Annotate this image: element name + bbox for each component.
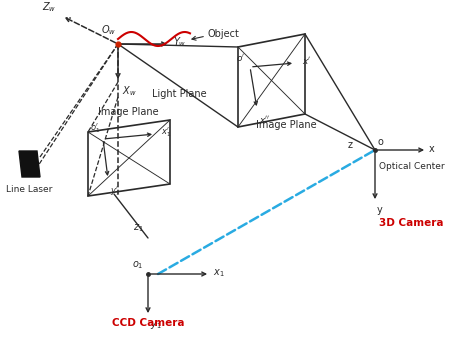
Text: $y_1'$: $y_1'$ bbox=[110, 184, 120, 197]
Text: $Z_w$: $Z_w$ bbox=[42, 0, 56, 14]
Text: CCD Camera: CCD Camera bbox=[112, 318, 184, 328]
Text: $z_1$: $z_1$ bbox=[133, 222, 144, 234]
Text: Image Plane: Image Plane bbox=[255, 120, 316, 130]
Text: $x_1$: $x_1$ bbox=[213, 267, 225, 279]
Text: Light Plane: Light Plane bbox=[152, 89, 207, 99]
Text: $o'$: $o'$ bbox=[236, 52, 246, 63]
Polygon shape bbox=[19, 151, 40, 177]
Text: $o_1'$: $o_1'$ bbox=[90, 121, 100, 135]
Text: Image Plane: Image Plane bbox=[98, 107, 158, 117]
Text: o: o bbox=[378, 137, 384, 147]
Text: Optical Center: Optical Center bbox=[379, 162, 445, 171]
Text: $x_1'$: $x_1'$ bbox=[161, 125, 171, 139]
Text: $x'$: $x'$ bbox=[302, 55, 312, 66]
Text: Line Laser: Line Laser bbox=[6, 185, 53, 194]
Text: $x''$: $x''$ bbox=[259, 114, 271, 125]
Text: $X_w$: $X_w$ bbox=[122, 84, 137, 98]
Text: $O_w$: $O_w$ bbox=[101, 23, 116, 37]
Text: y: y bbox=[377, 205, 383, 215]
Text: 3D Camera: 3D Camera bbox=[379, 218, 443, 228]
Text: z: z bbox=[348, 140, 353, 150]
Text: $Y_w$: $Y_w$ bbox=[173, 35, 186, 49]
Text: x: x bbox=[429, 144, 435, 154]
Text: Object: Object bbox=[208, 29, 240, 39]
Text: $y_1$: $y_1$ bbox=[150, 319, 162, 331]
Text: $o_1$: $o_1$ bbox=[133, 259, 144, 271]
